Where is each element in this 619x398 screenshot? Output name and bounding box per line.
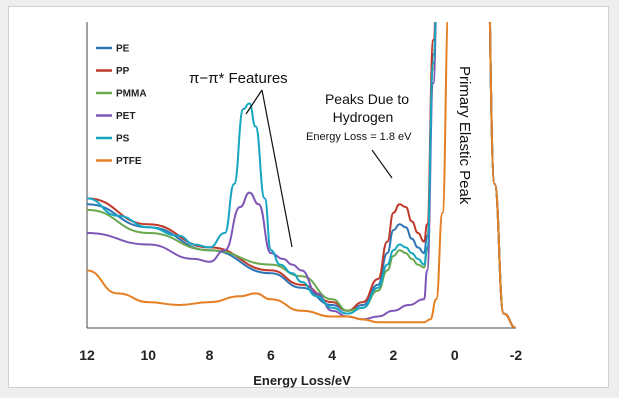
tick-labels-group: 12 10 8 6 4 2 0 -2 bbox=[79, 347, 522, 363]
series-line-pet bbox=[87, 22, 517, 328]
legend-label-ps: PS bbox=[116, 134, 130, 145]
axes-group bbox=[86, 22, 516, 329]
legend-label-pp: PP bbox=[116, 66, 130, 77]
legend-label-pet: PET bbox=[116, 111, 135, 122]
x-axis-title: Energy Loss/eV bbox=[253, 373, 351, 388]
x-tick-label: -2 bbox=[510, 347, 523, 363]
annotations-group: π−π* Features Peaks Due to Hydrogen Ener… bbox=[189, 66, 473, 248]
legend: PE PP PMMA PET PS PTFE bbox=[96, 44, 147, 167]
series-line-ps bbox=[87, 22, 517, 328]
annotation-energy-loss: Energy Loss = 1.8 eV bbox=[306, 131, 412, 143]
x-tick-label: 0 bbox=[451, 347, 459, 363]
annotation-hydrogen-line2: Hydrogen bbox=[333, 109, 394, 125]
x-tick-label: 8 bbox=[206, 347, 214, 363]
annotation-hydrogen-line1: Peaks Due to bbox=[325, 91, 409, 107]
x-tick-label: 10 bbox=[140, 347, 156, 363]
annotation-leader-line bbox=[261, 89, 293, 248]
x-tick-label: 4 bbox=[328, 347, 336, 363]
legend-label-ptfe: PTFE bbox=[116, 156, 142, 167]
legend-label-pmma: PMMA bbox=[116, 89, 147, 100]
x-tick-label: 2 bbox=[390, 347, 398, 363]
x-tick-label: 12 bbox=[79, 347, 95, 363]
series-line-pmma bbox=[87, 22, 517, 328]
annotation-leader-line bbox=[371, 149, 393, 179]
axis-titles-group: Energy Loss/eV bbox=[253, 373, 351, 388]
legend-label-pe: PE bbox=[116, 44, 130, 55]
annotation-primary-elastic-peak: Primary Elastic Peak bbox=[456, 66, 473, 205]
series-line-pe bbox=[87, 22, 517, 328]
x-tick-label: 6 bbox=[267, 347, 275, 363]
series-group bbox=[87, 22, 517, 328]
series-line-ptfe bbox=[87, 22, 517, 328]
annotation-leader-line bbox=[245, 89, 263, 115]
annotation-pi-features: π−π* Features bbox=[189, 70, 288, 87]
series-line-pp bbox=[87, 22, 517, 328]
